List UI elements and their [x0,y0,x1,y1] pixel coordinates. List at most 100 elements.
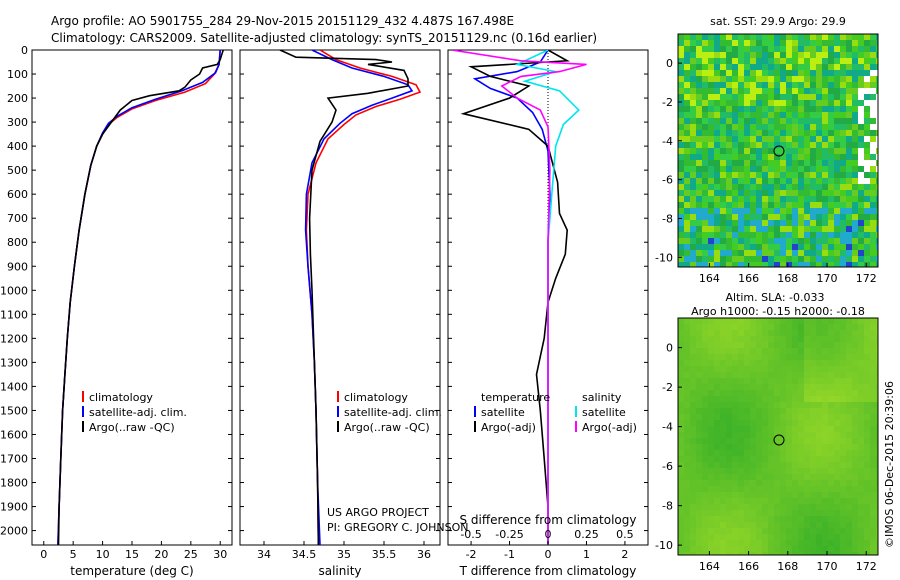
sst-cell [858,112,865,119]
sst-cell [864,226,871,233]
sst-cell [792,82,799,89]
sla-cell [762,360,769,367]
sla-cell [744,372,751,379]
sst-cell [768,190,775,197]
map-y-tick-label: -6 [662,460,673,473]
sst-cell [684,82,691,89]
sst-cell [678,142,685,149]
sst-map [678,34,878,267]
sst-cell [828,34,835,41]
sla-cell [678,402,685,409]
sla-cell [750,480,757,487]
sst-cell [768,118,775,125]
sst-cell [870,130,877,137]
sst-cell [690,202,697,209]
sla-cell [720,360,727,367]
sla-cell [804,540,811,547]
sla-cell [780,420,787,427]
sst-cell [828,100,835,107]
sst-cell [798,52,805,59]
sla-cell [762,450,769,457]
sst-cell [768,250,775,257]
sla-cell [726,354,733,361]
sst-cell [702,88,709,95]
x-tick-label: 2 [621,548,628,561]
sst-cell [840,232,847,239]
sst-cell [756,40,763,47]
sst-cell [792,166,799,173]
sst-cell [708,244,715,251]
sst-cell [804,58,811,65]
sla-cell [852,462,859,469]
sst-cell [732,124,739,131]
sla-cell [840,486,847,493]
sst-cell [744,220,751,227]
sla-cell [744,462,751,469]
project-credit: US ARGO PROJECT [327,506,429,519]
sst-cell [852,256,859,263]
legend-satellite-label: satellite-adj. clim. [344,406,442,419]
sla-cell [828,438,835,445]
sst-cell [762,172,769,179]
sla-cell [876,534,878,541]
sla-cell [792,456,799,463]
sla-cell [750,468,757,475]
sst-cell [810,58,817,65]
sst-cell [780,202,787,209]
sla-cell [810,390,817,397]
sst-cell [720,142,727,149]
sst-cell [834,250,841,257]
sst-cell [846,232,853,239]
sla-cell [876,378,878,385]
sla-cell [738,420,745,427]
sla-cell [756,510,763,517]
sst-cell [804,226,811,233]
sst-cell [780,34,787,41]
sst-cell [846,136,853,143]
sla-cell [732,462,739,469]
sst-cell [762,70,769,77]
sla-cell [822,456,829,463]
sst-cell [774,82,781,89]
sst-cell [792,250,799,257]
sla-cell [798,408,805,415]
sla-cell [720,318,727,325]
sst-cell [876,118,878,125]
sst-cell [798,76,805,83]
sst-cell [858,76,865,83]
sla-cell [684,450,691,457]
sst-cell [702,112,709,119]
sla-cell [834,480,841,487]
sst-cell [774,262,781,267]
sst-cell [798,112,805,119]
sla-cell [834,432,841,439]
sst-cell [750,106,757,113]
sla-cell [708,384,715,391]
sla-cell [690,522,697,529]
sla-cell [852,522,859,529]
sst-cell [684,184,691,191]
sla-cell [762,348,769,355]
sst-cell [720,130,727,137]
sla-cell [834,324,841,331]
sla-cell [828,336,835,343]
sla-cell [840,438,847,445]
sst-cell [876,244,878,251]
sst-cell [684,220,691,227]
sst-cell [804,142,811,149]
sla-cell [828,372,835,379]
sla-cell [840,522,847,529]
sla-cell [858,402,865,409]
sla-cell [762,480,769,487]
sst-cell [774,196,781,203]
sla-cell [696,450,703,457]
sst-cell [738,148,745,155]
sla-cell [822,366,829,373]
sla-cell [732,336,739,343]
sst-cell [684,34,691,41]
sst-cell [714,172,721,179]
sla-cell [768,348,775,355]
sst-cell [804,34,811,41]
sst-cell [816,46,823,53]
sla-cell [708,414,715,421]
